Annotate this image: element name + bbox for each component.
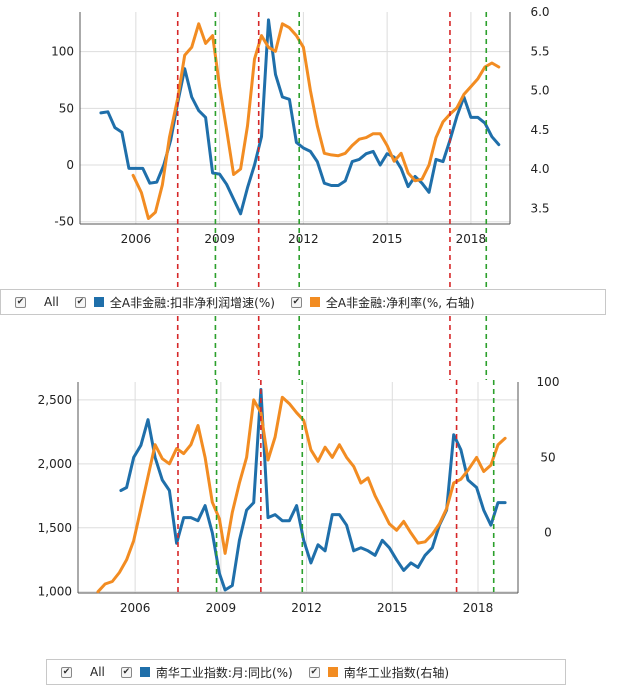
x-tick-label: 2006 (121, 232, 152, 246)
y-left-tick-label: 50 (59, 101, 74, 115)
y-left-tick-label: 0 (66, 158, 74, 172)
legend-item-series-1[interactable]: ✔ 南华工业指数:月:同比(%) (120, 664, 293, 681)
legend-all-label: All (44, 295, 59, 309)
check-icon[interactable]: ✔ (290, 296, 302, 308)
y-left-tick-label: 2,500 (38, 393, 72, 407)
series-line-2 (96, 395, 507, 594)
x-tick-label: 2018 (463, 601, 494, 615)
legend-item-series-2[interactable]: ✔ 南华工业指数(右轴) (308, 664, 450, 681)
y-right-tick-label: 3.5 (530, 201, 549, 215)
y-left-tick-label: 100 (51, 45, 74, 59)
legend-label-series-2: 全A非金融:净利率(%, 右轴) (325, 295, 475, 310)
y-right-tick-label: 100 (537, 375, 560, 389)
y-right-tick-label: 6.0 (530, 5, 549, 19)
x-tick-label: 2012 (291, 601, 322, 615)
y-left-tick-label: 1,500 (38, 521, 72, 535)
all-checkbox[interactable]: ✔ (61, 666, 72, 678)
swatch-orange (309, 297, 320, 307)
legend-bottom: ✔ All ✔ 南华工业指数:月:同比(%) ✔ 南华工业指数(右轴) (46, 659, 566, 685)
legend-top: ✔ All ✔ 全A非金融:扣非净利润增速(%) ✔ 全A非金融:净利率(%, … (0, 289, 606, 315)
legend-label-series-1: 南华工业指数:月:同比(%) (155, 665, 293, 680)
x-tick-label: 2006 (120, 601, 151, 615)
legend-label-series-2: 南华工业指数(右轴) (343, 665, 450, 680)
x-tick-label: 2018 (456, 232, 487, 246)
all-checkbox[interactable]: ✔ (15, 296, 26, 308)
check-icon[interactable]: ✔ (308, 666, 320, 678)
x-tick-label: 2015 (377, 601, 408, 615)
y-right-tick-label: 0 (544, 526, 552, 540)
legend-item-series-2[interactable]: ✔ 全A非金融:净利率(%, 右轴) (290, 294, 475, 311)
check-icon[interactable]: ✔ (120, 666, 132, 678)
y-right-tick-label: 50 (540, 450, 555, 464)
x-tick-label: 2009 (204, 232, 235, 246)
y-right-tick-label: 5.0 (530, 84, 549, 98)
legend-item-series-1[interactable]: ✔ 全A非金融:扣非净利润增速(%) (74, 294, 275, 311)
y-left-tick-label: -50 (54, 215, 74, 229)
x-tick-label: 2015 (372, 232, 403, 246)
y-right-tick-label: 4.0 (530, 162, 549, 176)
swatch-blue (139, 667, 150, 677)
swatch-orange (327, 667, 338, 677)
series-line-2 (131, 22, 501, 220)
chart-top: 2006 2009 2012 2015 2018 -50 0 50 100 3.5 4.0 4.5 5.… (51, 5, 550, 380)
y-left-tick-label: 1,000 (38, 585, 72, 599)
y-right-tick-label: 5.5 (530, 44, 549, 58)
legend-all-label: All (90, 665, 105, 679)
x-tick-label: 2012 (288, 232, 319, 246)
chart-bottom: 2006 2009 2012 2015 2018 1,000 1,500 2,000 2,500… (38, 375, 560, 615)
check-icon[interactable]: ✔ (74, 296, 86, 308)
swatch-blue (93, 297, 104, 307)
y-left-tick-label: 2,000 (38, 457, 72, 471)
y-right-tick-label: 4.5 (530, 123, 549, 137)
x-tick-label: 2009 (206, 601, 237, 615)
legend-label-series-1: 全A非金融:扣非净利润增速(%) (109, 295, 275, 310)
